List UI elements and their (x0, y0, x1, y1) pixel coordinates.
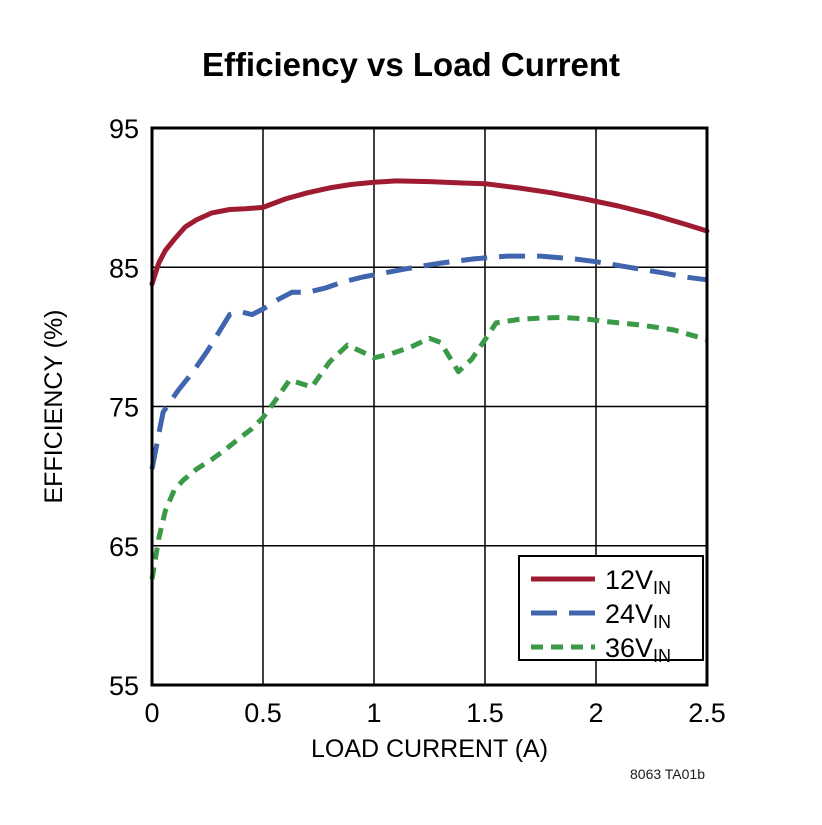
x-tick-label: 1 (366, 698, 381, 728)
x-tick-label: 2 (588, 698, 603, 728)
y-tick-label: 55 (109, 671, 139, 701)
series-line-24vin (149, 253, 708, 470)
chart-title: Efficiency vs Load Current (201, 46, 621, 83)
x-tick-label: 1.5 (466, 698, 504, 728)
x-tick-label: 0.5 (244, 698, 282, 728)
y-tick-label: 65 (109, 532, 139, 562)
plot-frame (150, 126, 709, 687)
series-line-36vin (149, 314, 708, 580)
x-axis-label: LOAD CURRENT (A) (311, 735, 548, 763)
x-tick-label: 0 (144, 698, 159, 728)
legend-label-36vin: 36VIN (605, 633, 671, 666)
series-line-12vin (149, 178, 710, 287)
x-tick-label: 2.5 (688, 698, 726, 728)
figure-number: 8063 TA01b (630, 766, 705, 782)
legend-label-12vin: 12VIN (605, 565, 671, 598)
y-tick-label: 95 (109, 114, 139, 144)
legend-box (518, 555, 704, 661)
y-tick-label: 85 (109, 253, 139, 283)
y-tick-label: 75 (109, 393, 139, 423)
y-axis-label: EFFICIENCY (%) (40, 310, 68, 504)
legend-label-24vin: 24VIN (605, 599, 671, 632)
